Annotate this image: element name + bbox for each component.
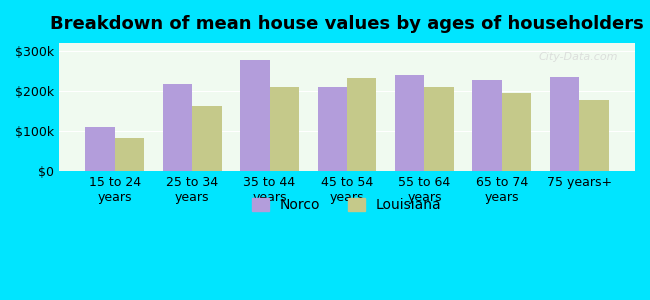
Bar [473, 80, 502, 171]
Bar [424, 87, 454, 171]
Legend: Norco, Louisiana: Norco, Louisiana [247, 193, 447, 218]
Bar [240, 60, 270, 171]
Bar [270, 87, 299, 171]
Bar [162, 84, 192, 171]
Bar [395, 75, 424, 171]
Bar [579, 100, 609, 171]
Bar [347, 78, 376, 171]
Title: Breakdown of mean house values by ages of householders: Breakdown of mean house values by ages o… [50, 15, 644, 33]
Bar [318, 87, 347, 171]
Bar [114, 138, 144, 171]
Bar [550, 77, 579, 171]
Bar [85, 127, 114, 171]
Text: City-Data.com: City-Data.com [538, 52, 617, 62]
Bar [192, 106, 222, 171]
Bar [502, 92, 531, 171]
